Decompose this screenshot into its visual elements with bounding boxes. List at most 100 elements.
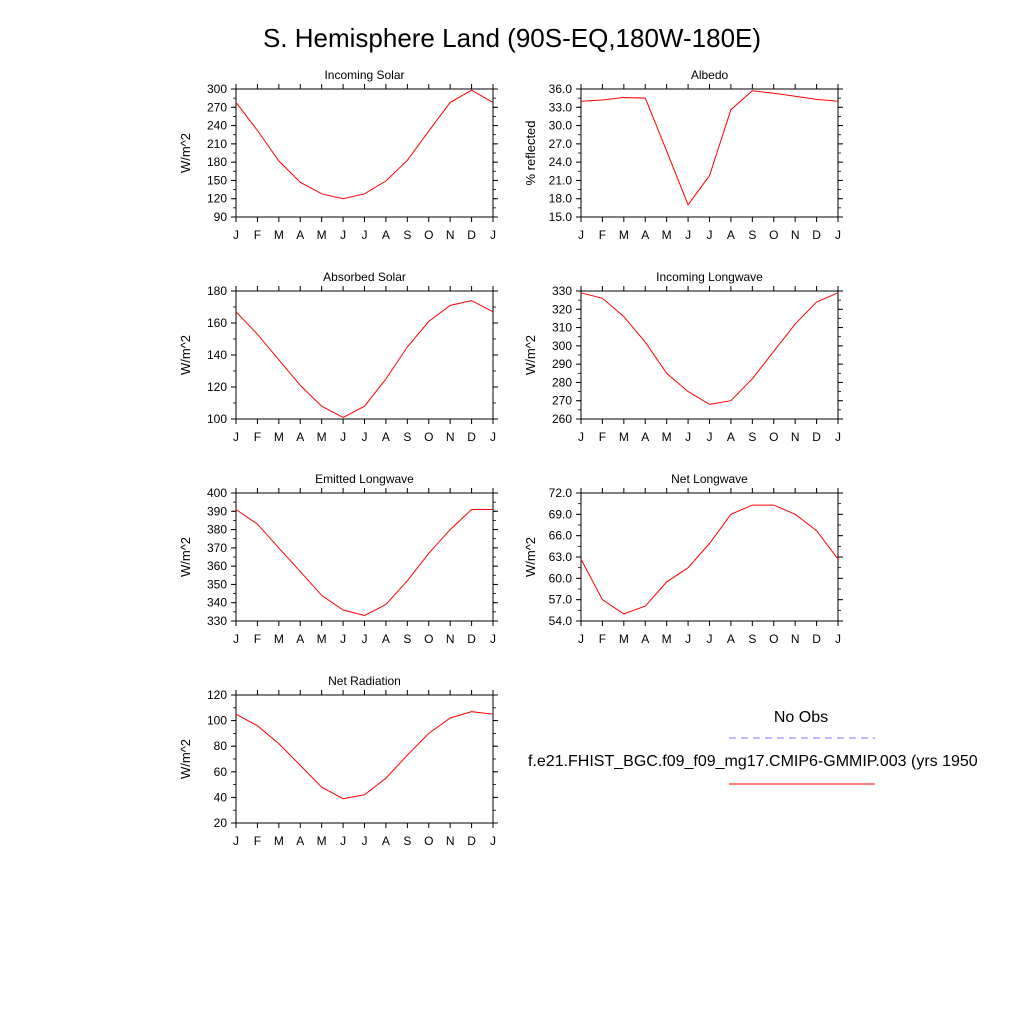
data-point-albedo xyxy=(601,99,603,101)
data-point-net-radiation xyxy=(256,725,258,727)
x-tick-label-absorbed-solar: A xyxy=(382,430,390,444)
panel-title-net-radiation: Net Radiation xyxy=(328,674,401,688)
y-tick-label-emitted-longwave: 350 xyxy=(207,577,227,591)
data-point-albedo xyxy=(730,109,732,111)
data-point-net-radiation xyxy=(385,777,387,779)
data-point-albedo xyxy=(623,96,625,98)
y-tick-label-emitted-longwave: 370 xyxy=(207,541,227,555)
y-tick-label-net-radiation: 40 xyxy=(214,790,228,804)
x-tick-label-net-longwave: A xyxy=(641,632,649,646)
y-axis-label-incoming-longwave: W/m^2 xyxy=(523,335,538,375)
x-tick-label-albedo: J xyxy=(685,228,691,242)
plot-frame-net-radiation xyxy=(235,694,494,824)
y-tick-label-albedo: 30.0 xyxy=(549,119,573,133)
data-point-albedo xyxy=(665,150,667,152)
x-tick-label-incoming-solar: M xyxy=(317,228,327,242)
series-line-albedo xyxy=(580,90,839,206)
x-tick-label-net-radiation: J xyxy=(233,834,239,848)
data-point-incoming-solar xyxy=(278,160,280,162)
data-point-emitted-longwave xyxy=(470,508,472,510)
y-tick-label-albedo: 27.0 xyxy=(549,137,573,151)
data-point-net-radiation xyxy=(320,786,322,788)
data-point-net-longwave xyxy=(815,529,817,531)
data-point-incoming-solar xyxy=(363,193,365,195)
x-tick-label-absorbed-solar: M xyxy=(274,430,284,444)
data-point-albedo xyxy=(580,100,582,102)
y-tick-label-net-radiation: 80 xyxy=(214,739,228,753)
y-tick-label-incoming-longwave: 270 xyxy=(552,394,572,408)
plot-frame-incoming-longwave xyxy=(580,290,839,420)
data-point-incoming-longwave xyxy=(687,390,689,392)
x-tick-label-absorbed-solar: O xyxy=(424,430,433,444)
series-line-net-radiation xyxy=(235,711,494,800)
data-point-incoming-longwave xyxy=(815,301,817,303)
data-point-absorbed-solar xyxy=(256,333,258,335)
data-point-emitted-longwave xyxy=(320,594,322,596)
x-tick-label-emitted-longwave: J xyxy=(340,632,346,646)
y-tick-label-albedo: 33.0 xyxy=(549,100,573,114)
x-tick-label-absorbed-solar: J xyxy=(340,430,346,444)
y-tick-label-albedo: 21.0 xyxy=(549,173,573,187)
x-tick-label-net-radiation: A xyxy=(296,834,304,848)
data-point-net-radiation xyxy=(235,713,237,715)
series-line-net-longwave xyxy=(580,504,839,615)
y-axis-label-net-longwave: W/m^2 xyxy=(523,537,538,577)
data-point-incoming-solar xyxy=(470,89,472,91)
y-tick-label-incoming-longwave: 260 xyxy=(552,412,572,426)
x-tick-label-net-radiation: S xyxy=(403,834,411,848)
data-point-net-longwave xyxy=(708,542,710,544)
panel-emitted-longwave: Emitted Longwave W/m^2 330 340 350 360 370 380 3… xyxy=(178,472,498,646)
x-tick-label-absorbed-solar: A xyxy=(296,430,304,444)
data-point-incoming-solar xyxy=(385,180,387,182)
data-point-incoming-solar xyxy=(406,159,408,161)
y-tick-label-emitted-longwave: 380 xyxy=(207,523,227,537)
x-tick-label-incoming-longwave: D xyxy=(812,430,821,444)
panel-title-albedo: Albedo xyxy=(691,68,729,82)
data-point-incoming-longwave xyxy=(623,315,625,317)
x-tick-label-albedo: J xyxy=(707,228,713,242)
data-point-incoming-longwave xyxy=(644,341,646,343)
data-point-absorbed-solar xyxy=(299,384,301,386)
data-point-incoming-solar xyxy=(320,193,322,195)
y-tick-label-incoming-longwave: 320 xyxy=(552,302,572,316)
y-axis-label-albedo: % reflected xyxy=(523,120,538,185)
x-tick-label-albedo: O xyxy=(769,228,778,242)
data-point-incoming-longwave xyxy=(580,292,582,294)
y-tick-label-absorbed-solar: 120 xyxy=(207,380,227,394)
data-point-incoming-longwave xyxy=(773,350,775,352)
x-tick-label-incoming-solar: J xyxy=(340,228,346,242)
legend: No Obs f.e21.FHIST_BGC.f09_f09_mg17.CMIP… xyxy=(528,709,978,785)
data-point-incoming-longwave xyxy=(601,297,603,299)
x-tick-label-net-longwave: M xyxy=(662,632,672,646)
y-tick-label-incoming-longwave: 300 xyxy=(552,339,572,353)
plot-frame-incoming-solar xyxy=(235,88,494,218)
x-tick-label-absorbed-solar: J xyxy=(362,430,368,444)
x-tick-label-incoming-solar: O xyxy=(424,228,433,242)
data-point-incoming-solar xyxy=(256,129,258,131)
data-point-net-longwave xyxy=(623,613,625,615)
x-tick-label-net-longwave: J xyxy=(707,632,713,646)
figure-title: S. Hemisphere Land (90S-EQ,180W-180E) xyxy=(263,23,761,53)
y-tick-label-albedo: 24.0 xyxy=(549,155,573,169)
y-tick-label-incoming-solar: 150 xyxy=(207,173,227,187)
data-point-net-longwave xyxy=(644,605,646,607)
data-point-net-radiation xyxy=(449,717,451,719)
panels: Incoming Solar W/m^2 90 120 150 180 210 240 270 3… xyxy=(178,68,843,848)
data-point-incoming-solar xyxy=(428,130,430,132)
x-tick-label-net-radiation: M xyxy=(317,834,327,848)
data-point-emitted-longwave xyxy=(363,614,365,616)
data-point-albedo xyxy=(644,97,646,99)
y-tick-label-incoming-longwave: 330 xyxy=(552,284,572,298)
y-tick-label-emitted-longwave: 400 xyxy=(207,486,227,500)
data-point-absorbed-solar xyxy=(320,405,322,407)
x-tick-label-net-radiation: N xyxy=(446,834,455,848)
x-tick-label-albedo: J xyxy=(578,228,584,242)
x-tick-label-net-radiation: F xyxy=(254,834,261,848)
y-tick-label-incoming-solar: 240 xyxy=(207,119,227,133)
plot-frame-net-longwave xyxy=(580,492,839,622)
y-tick-label-net-longwave: 63.0 xyxy=(549,550,573,564)
data-point-emitted-longwave xyxy=(406,580,408,582)
y-tick-label-net-radiation: 120 xyxy=(207,688,227,702)
x-tick-label-absorbed-solar: N xyxy=(446,430,455,444)
